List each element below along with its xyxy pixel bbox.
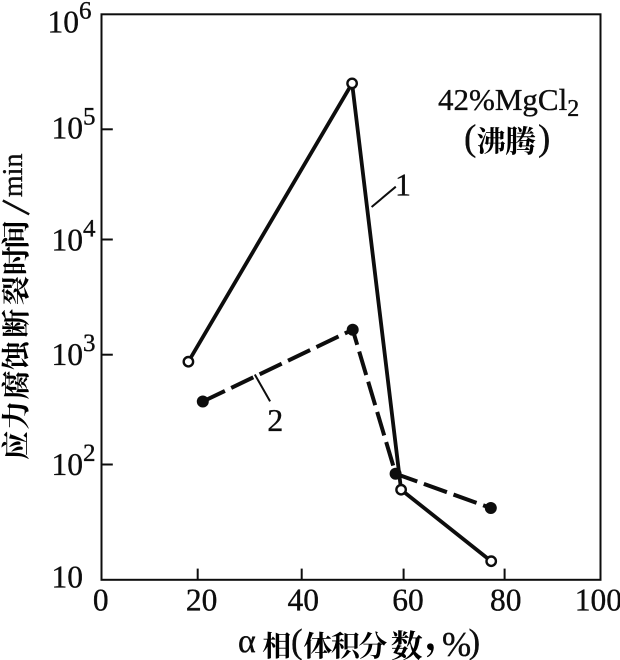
svg-text:): ): [538, 118, 550, 159]
svg-text:α: α: [238, 623, 256, 660]
svg-text:100: 100: [575, 582, 620, 617]
svg-text:42%MgCl2: 42%MgCl2: [438, 82, 579, 122]
svg-text:80: 80: [490, 582, 522, 617]
svg-text:20: 20: [186, 582, 218, 617]
svg-text:2: 2: [267, 402, 283, 438]
svg-text:min: min: [0, 154, 29, 198]
svg-text:1: 1: [395, 167, 411, 203]
svg-text:): ): [469, 622, 481, 660]
svg-text:(: (: [464, 118, 476, 159]
svg-text:(: (: [291, 622, 303, 660]
svg-text:10: 10: [52, 560, 84, 595]
svg-text:60: 60: [392, 582, 424, 617]
svg-text:40: 40: [287, 582, 319, 617]
svg-text:0: 0: [93, 582, 109, 617]
svg-text:%: %: [442, 625, 471, 660]
